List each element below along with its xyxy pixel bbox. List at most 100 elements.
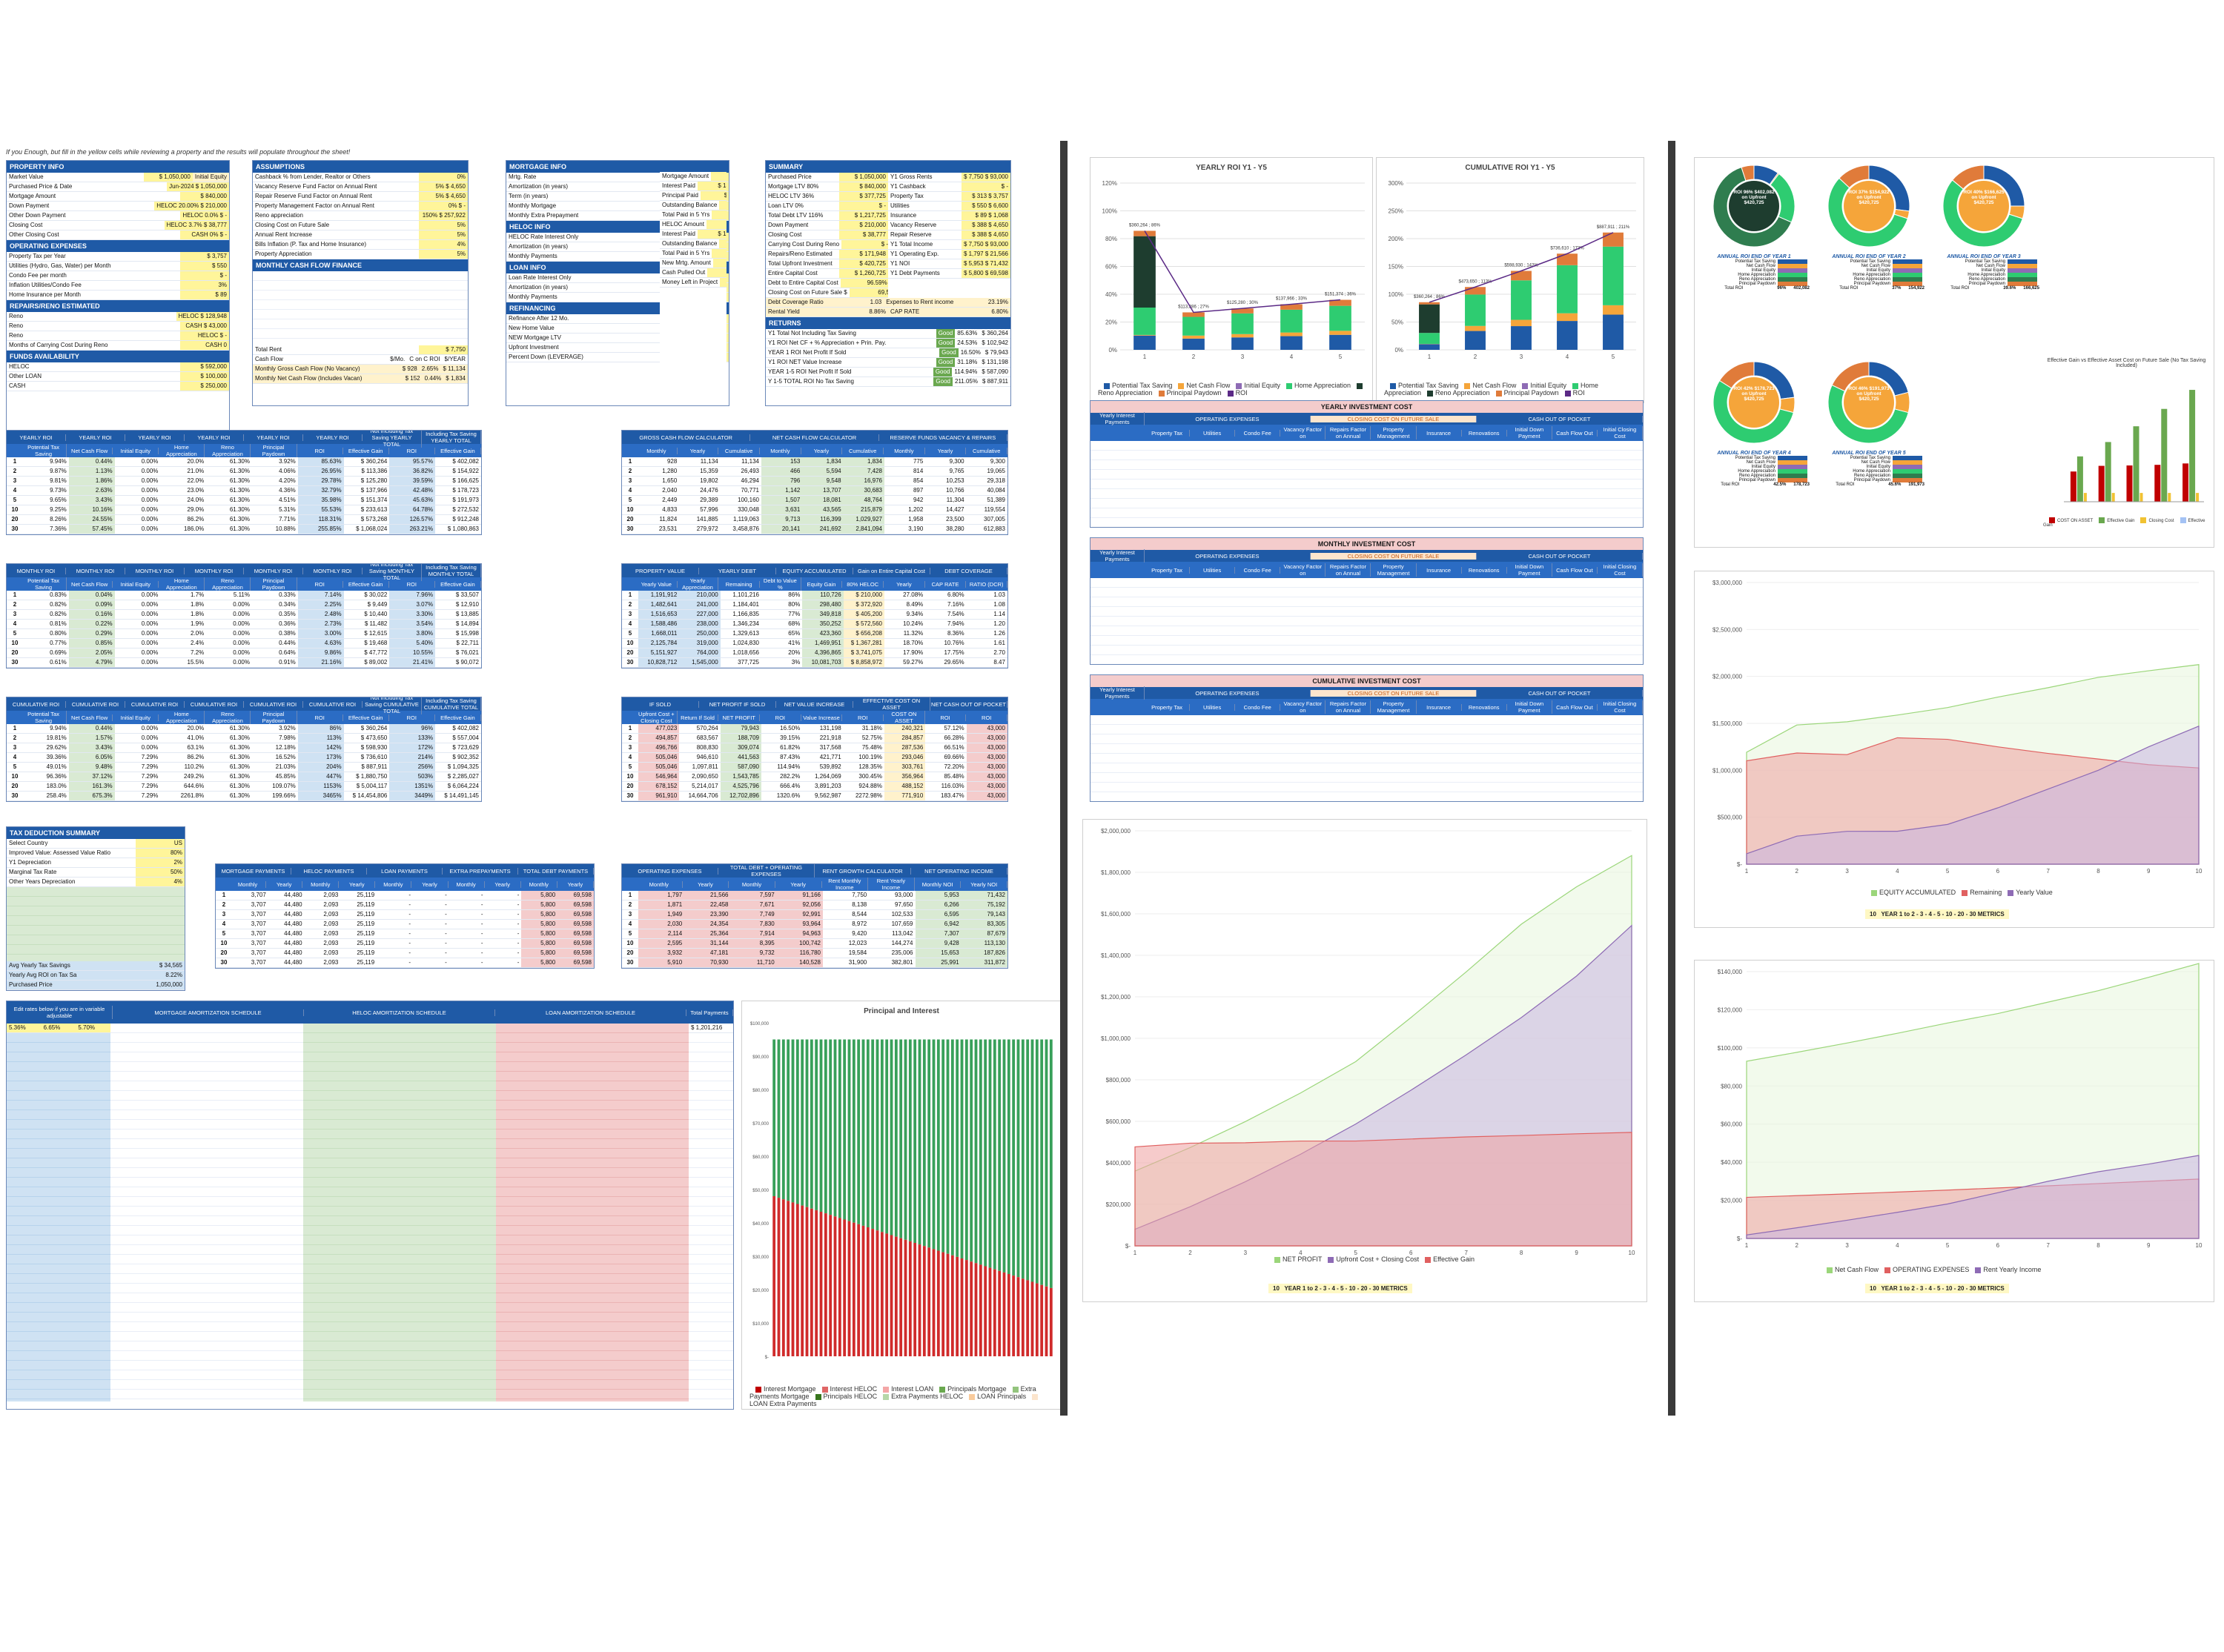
summary-row-value[interactable]: 96.59% [840,279,888,288]
funds-row-value[interactable]: $ 100,000 [180,372,229,381]
tax-value[interactable]: 50% [136,868,185,877]
mortgage-balance-row-value[interactable]: $ 377,725 [719,239,727,248]
summary-income-row-value[interactable]: $ 388 $ 4,650 [962,221,1010,230]
mortgage-balance-row-value[interactable]: $ 377,725 [706,220,727,229]
mortgage-balance-row-value[interactable]: $ 125,595 [712,249,727,258]
reno-row-value[interactable]: CASH $ 43,000 [180,322,229,331]
assumption-row-value[interactable]: 5% $ 4,650 [419,182,468,191]
summary-row-value[interactable]: $ 210,000 [839,221,888,230]
summary-income-row-value[interactable]: $ 89 $ 1,068 [962,211,1010,220]
summary-row-value[interactable]: $ 420,725 [839,259,888,268]
operating-expense-row-value[interactable]: $ 550 [180,262,229,271]
summary-income-row-value[interactable]: $ 388 $ 4,650 [962,230,1010,239]
mortgage-balance-row: Total Paid in 5 Yrs$ 222,398 [660,210,727,220]
data-label: $360,264 ; 86% [1129,223,1161,228]
pie-center-label: ROI 40% $166,625 on Upfront $420,725 [1963,190,2005,205]
property-info-row-value[interactable]: HELOC 3.7% $ 38,777 [164,221,229,230]
assumption-row-value[interactable]: 4% [419,240,468,249]
group-header: Gain on Entire Capital Cost [853,567,930,574]
noi-metric-selector[interactable]: 10 YEAR 1 to 2 - 3 - 4 - 5 - 10 - 20 - 3… [1865,1284,2009,1293]
tax-value[interactable]: 4% [136,878,185,886]
summary-row-value[interactable]: $ 1,217,725 [839,211,888,220]
value-cell: 20.0% [187,458,205,465]
summary-income-row-value[interactable]: $ 1,797 $ 21,566 [961,250,1010,259]
tax-value[interactable]: US [136,839,185,848]
funds-row-value[interactable]: $ 250,000 [180,382,229,391]
bar-segment [1419,302,1440,305]
mortgage-balance-row-value[interactable]: $ 137,196 [720,278,727,287]
assumption-row-value[interactable]: 5% $ 4,650 [419,192,468,201]
year-cell: 2 [13,601,17,608]
rate-cell[interactable]: 5.70% [78,1024,96,1031]
tax-value[interactable]: 80% [136,849,185,857]
operating-expense-row-value[interactable]: $ - [180,271,229,280]
property-info-row-value[interactable]: $ 840,000 [180,192,229,201]
mortgage-balance-row-value[interactable]: $ 222,398 [712,210,727,219]
rate-row[interactable]: 5.36% 6.65% 5.70% [7,1024,110,1033]
reno-row-value[interactable]: HELOC $ 128,948 [176,312,229,321]
property-info-row-value[interactable]: HELOC 0.0% $ - [180,211,229,220]
summary-row-value[interactable]: $ 171,948 [839,250,888,259]
mortgage-balance-row-value[interactable]: $ 283,525 [707,268,727,277]
rate-cell[interactable]: 5.36% [9,1024,26,1031]
mortgage-balance-row-value[interactable]: $ 1,113,530 [712,259,727,268]
value-cell: 116.03% [941,783,964,789]
assumption-row-value[interactable]: 5% [419,250,468,259]
equity-metric-selector[interactable]: 10 YEAR 1 to 2 - 3 - 4 - 5 - 10 - 20 - 3… [1865,909,2009,919]
noi-area-svg: $-$20,000$40,000$60,000$80,000$100,000$1… [1718,963,2203,1249]
tax-value[interactable]: 2% [136,858,185,867]
summary-row-value[interactable]: $ 38,777 [839,230,888,239]
rate-columns[interactable]: 5.36% 6.65% 5.70% [7,1024,110,1401]
summary-income-row-value[interactable]: $ 550 $ 6,600 [962,202,1010,210]
y-tick-label: $50,000 [752,1189,769,1193]
assumption-row-value[interactable]: 0% [419,173,468,182]
assumption-row-value[interactable]: 5% [419,230,468,239]
summary-row-value[interactable]: $ 377,725 [839,192,888,201]
assumption-row-label: Closing Cost on Future Sale [255,222,330,228]
summary-row-value[interactable]: $ 1,050,000 [839,173,888,182]
summary-income-row-value[interactable]: $ 7,750 $ 93,000 [961,173,1010,182]
funds-row-value[interactable]: $ 592,000 [180,362,229,371]
value-cell: $ 13,885 [455,611,479,617]
profit-metric-selector[interactable]: 10 YEAR 1 to 2 - 3 - 4 - 5 - 10 - 20 - 3… [1268,1284,1412,1293]
mortgage-balance-row-value[interactable]: $ 125,595 [697,230,727,239]
summary-income-row-value[interactable]: $ 313 $ 3,757 [962,192,1010,201]
principal-interest-legend: Interest Mortgage Interest HELOC Interest … [749,1385,1053,1407]
property-info-row-value[interactable]: CASH 0% $ - [180,230,229,239]
y-tick-label: $10,000 [752,1322,769,1327]
value-cell: 1,119,063 [732,516,759,523]
mortgage-balance-row-value[interactable]: $ 840,000 [711,172,727,181]
summary-row-value[interactable]: $ 1,260,725 [839,269,888,278]
value-cell: 771,910 [884,792,926,800]
reno-row-value[interactable]: HELOC $ - [180,331,229,340]
operating-expense-row-value[interactable]: $ 3,757 [180,252,229,261]
value-cell: 0.82% [50,611,67,617]
summary-income-row-value[interactable]: $ - [962,182,1010,191]
table-sub-headers: Potential Tax Saving Net Cash Flow Initial… [7,577,481,591]
assumption-row-value[interactable]: 5% [419,221,468,230]
mortgage-balance-row-value[interactable]: $ 751,630 [719,201,727,210]
assumption-row-value[interactable]: 0% $ - [419,202,468,210]
rate-cell[interactable]: 6.65% [43,1024,61,1031]
property-info-row-value[interactable]: HELOC 20.00% $ 210,000 [154,202,229,210]
operating-expense-row-value[interactable]: $ 89 [180,291,229,299]
assumption-row-value[interactable]: 150% $ 257,922 [419,211,468,220]
property-info-row-value[interactable]: Jun-2024 $ 1,050,000 [167,182,229,191]
summary-row: Purchased Price $ 1,050,000 [766,173,888,182]
operating-expense-row-value[interactable]: 3% [180,281,229,290]
summary-income-row-value[interactable]: $ 7,750 $ 93,000 [961,240,1010,249]
summary-income-row-value[interactable]: $ 5,800 $ 69,598 [961,269,1010,278]
summary-row-value[interactable]: 69,596 [849,288,888,297]
table-row: 20 0.69% 2.05% 0.00% 7.2% 0.00% 0.64% 9.86% $ 47… [7,648,481,658]
summary-row-value[interactable]: $ - [841,240,888,249]
property-info-row-value[interactable]: $ 1,050,000 [143,173,193,182]
summary-income-row-value[interactable]: $ 5,953 $ 71,432 [961,259,1010,268]
pie-breakdown-row: Principal Paydown [1928,282,2039,286]
value-cell: $ 210,000 [843,591,884,600]
reno-row-value[interactable]: CASH 0 [180,341,229,350]
mortgage-balance-row-value[interactable]: $ 134,028 [697,182,727,190]
mortgage-balance-row-value[interactable]: $ 88,370 [700,191,727,200]
summary-row-value[interactable]: $ - [839,202,888,210]
principal-bar [795,1039,799,1204]
summary-row-value[interactable]: $ 840,000 [839,182,888,191]
